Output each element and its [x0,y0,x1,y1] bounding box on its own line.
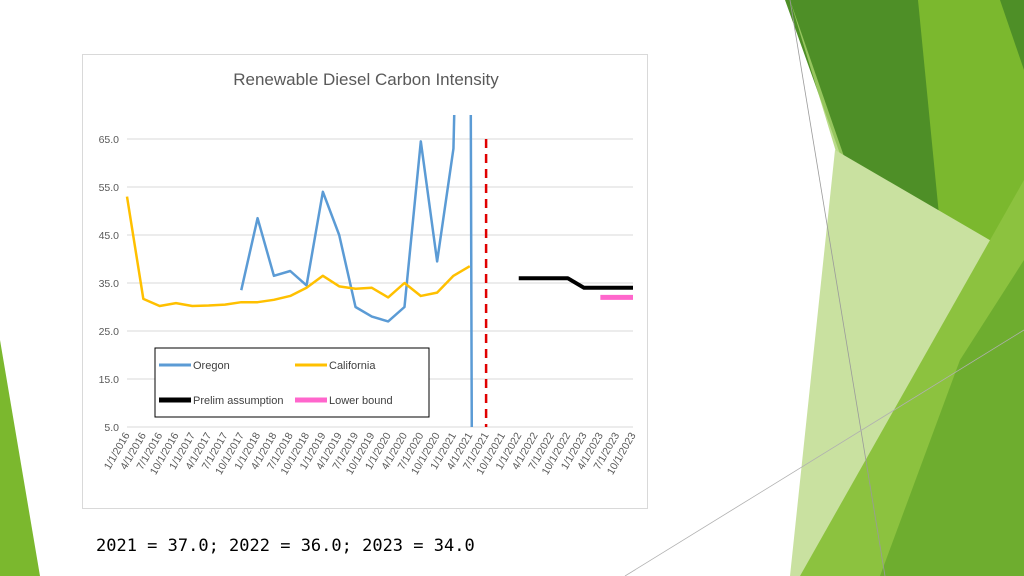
left-green-shape [0,340,40,576]
y-tick-label: 15.0 [99,374,120,386]
decorative-thin-line-2 [624,329,1024,576]
y-tick-label: 65.0 [99,134,120,146]
chart: Renewable Diesel Carbon Intensity 65.0 55… [99,70,639,477]
summary-caption: 2021 = 37.0; 2022 = 36.0; 2023 = 34.0 [96,536,475,556]
legend-box [154,347,430,418]
legend-label-california: California [329,360,376,372]
y-tick-label: 35.0 [99,278,120,290]
decorative-thin-line [789,0,886,576]
y-tick-label: 55.0 [99,182,120,194]
y-tick-label: 45.0 [99,230,120,242]
chart-frame: Renewable Diesel Carbon Intensity 65.0 55… [82,54,648,509]
series-lines [125,115,633,428]
legend-label-lower-bound: Lower bound [329,395,393,407]
right-green-shape-bottom-dark [880,260,1024,576]
legend: Oregon California Prelim assumption Lowe… [154,347,430,418]
series-line-california [125,196,471,308]
series-line-prelim-assumption [518,276,633,290]
legend-label-prelim: Prelim assumption [193,395,283,407]
y-tick-label: 25.0 [99,326,120,338]
chart-title: Renewable Diesel Carbon Intensity [233,70,499,89]
x-axis-tick-labels: 1/1/20164/1/20167/1/201610/1/20161/1/201… [102,430,639,477]
series-line-oregon [240,115,474,428]
y-tick-label: 5.0 [104,422,119,434]
legend-label-oregon: Oregon [193,360,230,372]
y-axis-tick-labels: 65.0 55.0 45.0 35.0 25.0 15.0 5.0 [99,134,120,434]
